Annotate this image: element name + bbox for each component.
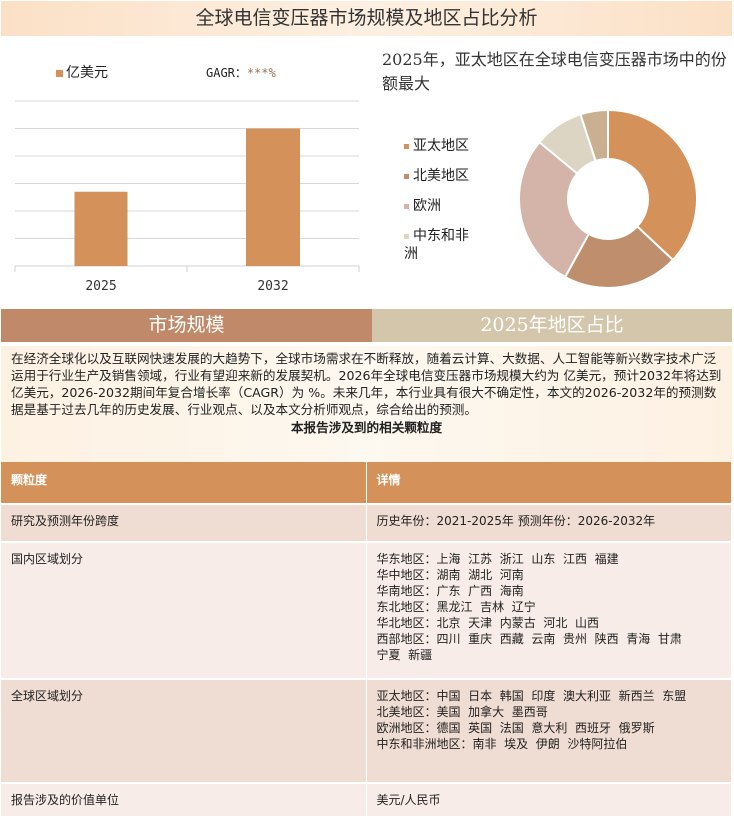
detail-line: 西部地区：四川 重庆 西藏 云南 贵州 陕西 青海 甘肃 bbox=[376, 632, 682, 646]
bar-legend: 亿美元 bbox=[56, 62, 108, 82]
section-market-size: 市场规模 bbox=[1, 309, 372, 342]
table-row: 国内区域划分 华东地区：上海 江苏 浙江 山东 江西 福建 华中地区：湖南 湖北 河… bbox=[1, 542, 732, 680]
header-details: 详情 bbox=[366, 462, 732, 505]
row-details: 历史年份：2021-2025年 预测年份：2026-2032年 bbox=[366, 504, 732, 543]
page-title: 全球电信变压器市场规模及地区占比分析 bbox=[1, 1, 732, 36]
row-details: 美元/人民币 bbox=[366, 783, 732, 818]
row-details: 亚太地区：中国 日本 韩国 印度 澳大利亚 新西兰 东盟 北美地区：美国 加拿大 … bbox=[366, 679, 732, 784]
row-label: 报告涉及的价值单位 bbox=[1, 783, 367, 818]
table-header: 颗粒度 详情 bbox=[1, 462, 732, 505]
row-label: 国内区域划分 bbox=[1, 542, 367, 680]
table-row: 研究及预测年份跨度 历史年份：2021-2025年 预测年份：2026-2032年 bbox=[1, 504, 732, 543]
legend-swatch bbox=[56, 69, 63, 77]
detail-line: 中东和非洲地区：南非 埃及 伊朗 沙特阿拉伯 bbox=[376, 737, 628, 751]
detail-line: 东北地区：黑龙江 吉林 辽宁 bbox=[376, 600, 536, 614]
detail-line: 华南地区：广东 广西 海南 bbox=[376, 584, 524, 598]
legend-item: 中东和非洲 bbox=[404, 227, 479, 263]
x-tick-label: 2025 bbox=[85, 279, 116, 294]
donut-slice-other bbox=[579, 108, 609, 163]
legend-label: 北美地区 bbox=[413, 168, 469, 184]
legend-label: 亚太地区 bbox=[413, 138, 469, 154]
gagr-label: GAGR： bbox=[206, 66, 247, 80]
detail-line: 欧洲地区：德国 英国 法国 意大利 西班牙 俄罗斯 bbox=[376, 721, 655, 735]
table-title: 本报告涉及到的相关颗粒度 bbox=[290, 420, 443, 435]
donut-chart bbox=[518, 108, 698, 289]
legend-swatch bbox=[404, 203, 409, 209]
paragraph-text: 在经济全球化以及互联网快速发展的大趋势下，全球市场需求在不断释放，随着云计算、大… bbox=[11, 351, 722, 417]
detail-line: 华北地区：北京 天津 内蒙古 河北 山西 bbox=[376, 616, 600, 630]
gagr: GAGR：***% bbox=[206, 64, 276, 81]
legend-label: 中东和非洲 bbox=[404, 228, 469, 262]
section-region-share: 2025年地区占比 bbox=[372, 309, 732, 342]
legend-label: 欧洲 bbox=[413, 198, 441, 214]
table-row: 报告涉及的价值单位 美元/人民币 bbox=[1, 783, 732, 818]
detail-line: 华中地区：湖南 湖北 河南 bbox=[376, 568, 524, 582]
intro-paragraph: 在经济全球化以及互联网快速发展的大趋势下，全球市场需求在不断释放，随着云计算、大… bbox=[1, 346, 732, 462]
bar-2025 bbox=[74, 191, 128, 266]
bar-chart: 2025 2032 bbox=[14, 100, 360, 294]
detail-line: 宁夏 新疆 bbox=[376, 648, 433, 662]
detail-line: 历史年份：2021-2025年 预测年份：2026-2032年 bbox=[376, 514, 656, 528]
detail-line: 北美地区：美国 加拿大 墨西哥 bbox=[376, 705, 548, 719]
row-details: 华东地区：上海 江苏 浙江 山东 江西 福建 华中地区：湖南 湖北 河南 华南地区：… bbox=[366, 542, 732, 680]
legend-swatch bbox=[404, 233, 409, 239]
legend-swatch bbox=[404, 143, 409, 149]
detail-line: 亚太地区：中国 日本 韩国 印度 澳大利亚 新西兰 东盟 bbox=[376, 689, 687, 703]
granularity-table: 颗粒度 详情 研究及预测年份跨度 历史年份：2021-2025年 预测年份：2026… bbox=[1, 462, 732, 818]
legend-item: 北美地区 bbox=[404, 167, 479, 185]
row-label: 研究及预测年份跨度 bbox=[1, 504, 367, 543]
row-label: 全球区域划分 bbox=[1, 679, 367, 784]
legend-swatch bbox=[404, 173, 409, 179]
bar-2032 bbox=[246, 128, 300, 266]
header-granularity: 颗粒度 bbox=[1, 462, 367, 505]
detail-line: 华东地区：上海 江苏 浙江 山东 江西 福建 bbox=[376, 552, 619, 566]
legend-label: 亿美元 bbox=[66, 65, 108, 81]
donut-slice-欧洲 bbox=[518, 140, 591, 279]
gagr-value: ***% bbox=[246, 66, 276, 80]
table-row: 全球区域划分 亚太地区：中国 日本 韩国 印度 澳大利亚 新西兰 东盟 北美地区：美… bbox=[1, 679, 732, 784]
legend-item: 亚太地区 bbox=[404, 137, 479, 155]
donut-slice-亚太地区 bbox=[607, 108, 698, 262]
legend-item: 欧洲 bbox=[404, 197, 479, 215]
pie-title: 2025年，亚太地区在全球电信变压器市场中的份额最大 bbox=[382, 50, 727, 93]
x-tick-label: 2032 bbox=[257, 279, 288, 294]
detail-line: 美元/人民币 bbox=[376, 793, 441, 807]
